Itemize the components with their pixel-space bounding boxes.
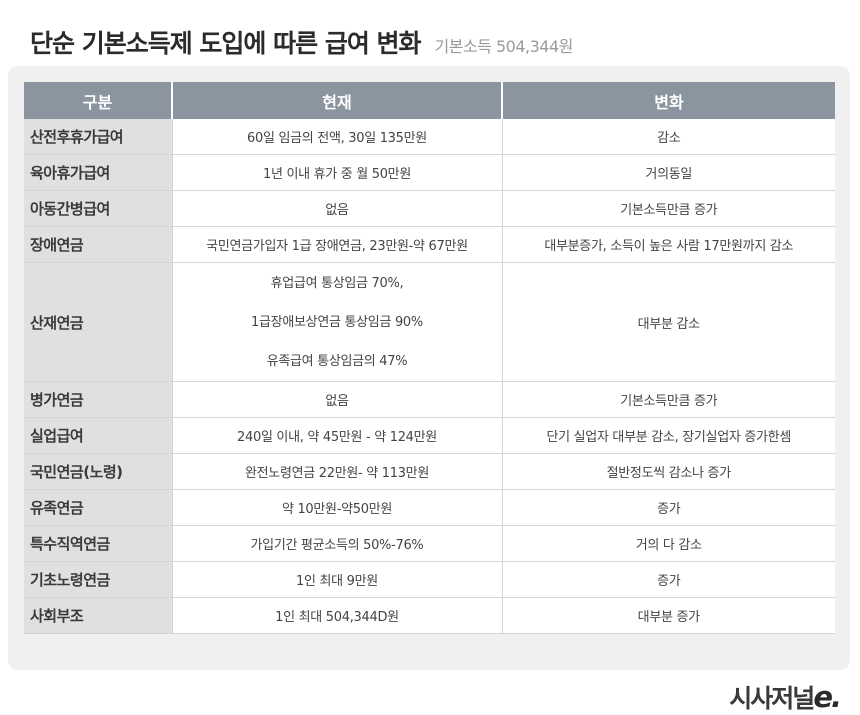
row-current: 가입기간 평균소득의 50%-76% [171, 525, 502, 562]
header-current: 현재 [171, 82, 502, 119]
table-row: 장애연금 국민연금가입자 1급 장애연금, 23만원-약 67만원 대부분증가,… [24, 226, 835, 263]
table-row: 병가연금 없음 기본소득만큼 증가 [24, 381, 835, 418]
logo-text: 시사저널 [729, 684, 815, 713]
row-current-line: 유족급여 통상임금의 47% [266, 353, 408, 369]
table-row: 육아휴가급여 1년 이내 휴가 중 월 50만원 거의동일 [24, 154, 835, 191]
row-change: 대부분 감소 [501, 262, 835, 382]
row-category: 기초노령연금 [24, 561, 172, 598]
row-change: 대부분증가, 소득이 높은 사람 17만원까지 감소 [501, 226, 835, 263]
table-row: 국민연금(노령) 완전노령연금 22만원- 약 113만원 절반정도씩 감소나 … [24, 453, 835, 490]
row-current: 국민연금가입자 1급 장애연금, 23만원-약 67만원 [171, 226, 502, 263]
row-change: 기본소득만큼 증가 [501, 190, 835, 227]
table-row: 기초노령연금 1인 최대 9만원 증가 [24, 561, 835, 598]
row-category: 유족연금 [24, 489, 172, 526]
row-category: 육아휴가급여 [24, 154, 172, 191]
logo-mark: e. [813, 680, 842, 714]
page-title: 단순 기본소득제 도입에 따른 급여 변화 [30, 29, 422, 58]
title-row: 단순 기본소득제 도입에 따른 급여 변화 기본소득 504,344원 [30, 24, 573, 60]
row-change: 대부분 증가 [501, 597, 835, 634]
table-header-row: 구분 현재 변화 [24, 82, 835, 119]
row-change: 기본소득만큼 증가 [501, 381, 835, 418]
table-row: 유족연금 약 10만원-약50만원 증가 [24, 489, 835, 526]
row-current: 1인 최대 504,344D원 [171, 597, 502, 634]
row-category: 장애연금 [24, 226, 172, 263]
table-row: 산전후휴가급여 60일 임금의 전액, 30일 135만원 감소 [24, 119, 835, 155]
row-current: 1인 최대 9만원 [171, 561, 502, 598]
row-category: 산재연금 [24, 262, 172, 382]
row-change: 단기 실업자 대부분 감소, 장기실업자 증가한셈 [501, 417, 835, 454]
row-current-line: 1급장애보상연금 통상임금 90% [251, 314, 423, 330]
table-row: 사회부조 1인 최대 504,344D원 대부분 증가 [24, 597, 835, 634]
row-category: 병가연금 [24, 381, 172, 418]
row-change: 거의 다 감소 [501, 525, 835, 562]
row-current: 60일 임금의 전액, 30일 135만원 [171, 119, 502, 155]
row-change: 감소 [501, 119, 835, 155]
publisher-logo: 시사저널e. [729, 679, 842, 715]
row-current: 1년 이내 휴가 중 월 50만원 [171, 154, 502, 191]
row-current: 없음 [171, 190, 502, 227]
row-category: 사회부조 [24, 597, 172, 634]
table-row: 특수직역연금 가입기간 평균소득의 50%-76% 거의 다 감소 [24, 525, 835, 562]
row-current: 휴업급여 통상임금 70%, 1급장애보상연금 통상임금 90% 유족급여 통상… [171, 262, 502, 382]
table-row: 아동간병급여 없음 기본소득만큼 증가 [24, 190, 835, 227]
benefit-change-table: 구분 현재 변화 산전후휴가급여 60일 임금의 전액, 30일 135만원 감… [24, 82, 835, 634]
row-category: 아동간병급여 [24, 190, 172, 227]
row-category: 실업급여 [24, 417, 172, 454]
row-current: 완전노령연금 22만원- 약 113만원 [171, 453, 502, 490]
row-change: 절반정도씩 감소나 증가 [501, 453, 835, 490]
row-change: 거의동일 [501, 154, 835, 191]
row-category: 산전후휴가급여 [24, 119, 172, 155]
row-change: 증가 [501, 489, 835, 526]
row-current: 없음 [171, 381, 502, 418]
row-category: 국민연금(노령) [24, 453, 172, 490]
row-current-line: 휴업급여 통상임금 70%, [270, 275, 404, 291]
row-current: 240일 이내, 약 45만원 - 약 124만원 [171, 417, 502, 454]
header-change: 변화 [501, 82, 835, 119]
row-change: 증가 [501, 561, 835, 598]
header-category: 구분 [24, 82, 172, 119]
page-subtitle: 기본소득 504,344원 [434, 37, 574, 56]
row-current: 약 10만원-약50만원 [171, 489, 502, 526]
row-category: 특수직역연금 [24, 525, 172, 562]
table-row: 산재연금 휴업급여 통상임금 70%, 1급장애보상연금 통상임금 90% 유족… [24, 262, 835, 382]
table-row: 실업급여 240일 이내, 약 45만원 - 약 124만원 단기 실업자 대부… [24, 417, 835, 454]
